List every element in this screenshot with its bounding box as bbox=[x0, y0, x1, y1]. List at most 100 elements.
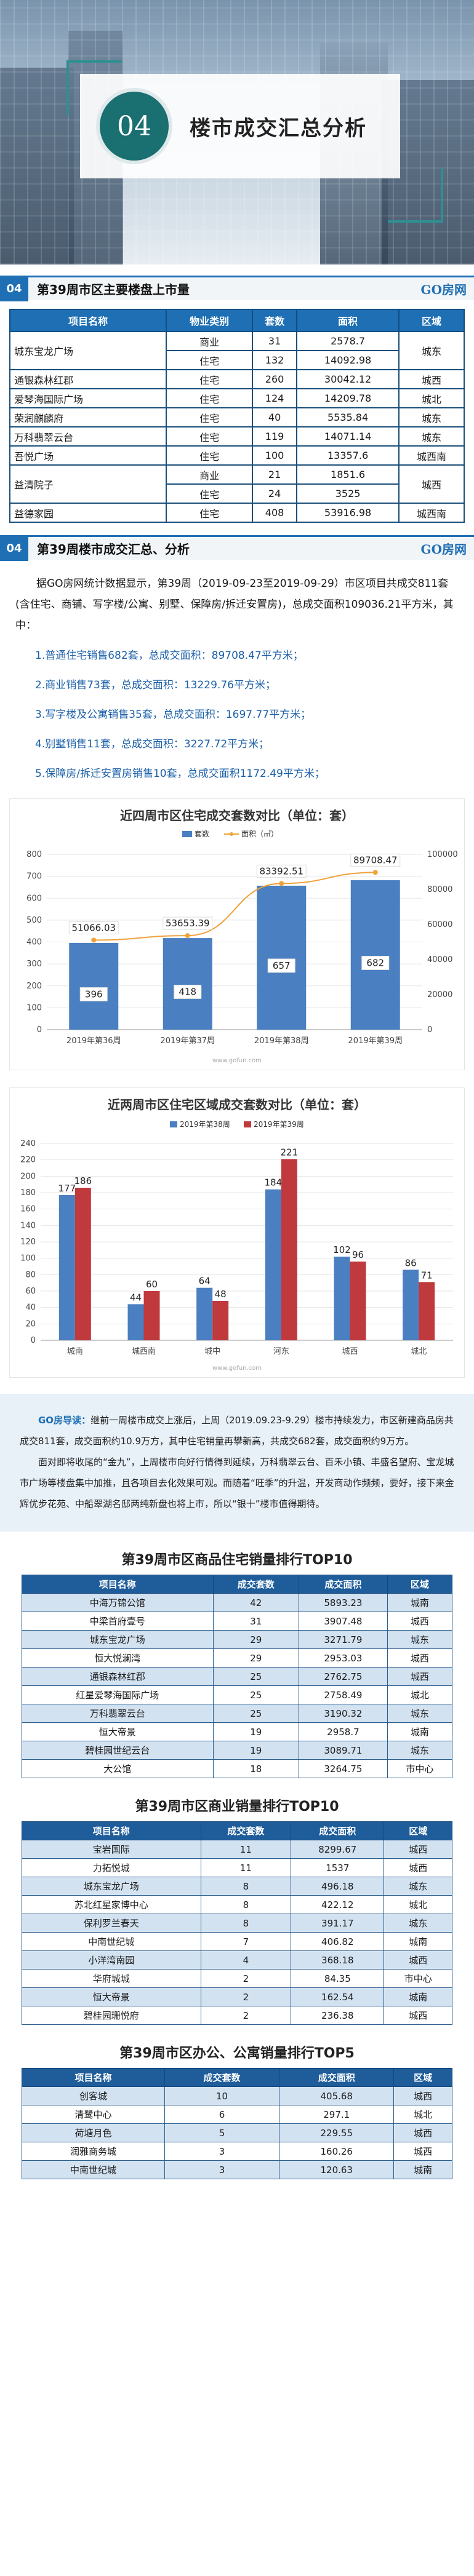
area: 1537 bbox=[291, 1858, 385, 1877]
table-row: 力拓悦城 11 1537 城西 bbox=[22, 1858, 452, 1877]
y-tick-label: 160 bbox=[20, 1205, 36, 1214]
region: 城西 bbox=[384, 1858, 452, 1877]
y-tick-label-right: 60000 bbox=[427, 920, 452, 929]
region: 城东 bbox=[384, 1877, 452, 1896]
x-tick-label: 城北 bbox=[411, 1347, 427, 1356]
corner-decoration bbox=[388, 167, 443, 223]
bar bbox=[350, 1262, 366, 1340]
section-header-summary: 04 第39周楼市成交汇总、分析 GO房网 bbox=[0, 535, 474, 561]
units: 29 bbox=[212, 1630, 299, 1649]
bar bbox=[58, 1195, 75, 1340]
table-row: 华府城城 2 84.35 市中心 bbox=[22, 1969, 452, 1988]
project-name: 华府城城 bbox=[22, 1969, 201, 1988]
area: 391.17 bbox=[291, 1914, 385, 1933]
bar-label-box bbox=[361, 956, 390, 971]
table-header: 区域 bbox=[393, 2068, 452, 2087]
table-header: 成交面积 bbox=[279, 2068, 395, 2087]
y-tick-label-left: 200 bbox=[26, 982, 42, 991]
y-tick-label-left: 500 bbox=[26, 916, 42, 925]
units: 2 bbox=[200, 2006, 292, 2025]
line-point bbox=[91, 937, 97, 943]
line-point bbox=[279, 881, 284, 886]
region: 城西 bbox=[387, 1667, 453, 1686]
region: 市中心 bbox=[384, 1969, 452, 1988]
brand-logo: GO房网 bbox=[420, 542, 467, 557]
y-tick-label-left: 0 bbox=[37, 1025, 42, 1035]
hero-title-box: 04 楼市成交汇总分析 bbox=[80, 74, 400, 178]
units: 8 bbox=[200, 1895, 292, 1914]
table-row: 中梁首府壹号 31 3907.48 城西 bbox=[22, 1612, 453, 1631]
area: 160.26 bbox=[279, 2142, 395, 2161]
region: 城南 bbox=[387, 1593, 453, 1612]
table-row: 小洋湾南园 4 368.18 城西 bbox=[22, 1950, 452, 1970]
table-row: 恒大帝景 19 2958.7 城南 bbox=[22, 1722, 453, 1741]
units: 8 bbox=[200, 1914, 292, 1933]
line-point bbox=[185, 933, 190, 939]
area: 297.1 bbox=[279, 2105, 395, 2124]
region: 城北 bbox=[387, 1685, 453, 1704]
area: 14209.78 bbox=[296, 388, 400, 408]
region: 城西南 bbox=[398, 503, 465, 523]
rank-office-title: 第39周市区办公、公寓销量排行TOP5 bbox=[119, 2046, 355, 2061]
property-type: 住宅 bbox=[166, 445, 254, 466]
units: 11 bbox=[200, 1858, 292, 1877]
y-tick-label: 200 bbox=[20, 1172, 36, 1181]
table-row: 碧桂园珊悦府 2 236.38 城西 bbox=[22, 2006, 452, 2025]
area: 405.68 bbox=[279, 2086, 395, 2105]
area: 84.35 bbox=[291, 1969, 385, 1988]
units: 4 bbox=[200, 1950, 292, 1970]
y-tick-label-right: 0 bbox=[427, 1025, 432, 1035]
project-name: 城东宝龙广场 bbox=[9, 331, 167, 370]
y-tick-label-left: 400 bbox=[26, 938, 42, 947]
region: 城南 bbox=[387, 1722, 453, 1741]
project-name: 荷塘月色 bbox=[22, 2123, 165, 2142]
chart-two-week-region: 近两周市区住宅区域成交套数对比（单位：套） 2019年第38周 2019年第39周 0… bbox=[9, 1087, 465, 1378]
y-tick-label-right: 40000 bbox=[427, 955, 452, 964]
line-data-label: 83392.51 bbox=[259, 865, 303, 877]
table-header: 成交面积 bbox=[298, 1575, 388, 1594]
table-row: 荣润麒麟府 住宅 40 5535.84 城东 bbox=[9, 407, 465, 427]
table-row: 中海万锦公馆 42 5893.23 城南 bbox=[22, 1593, 453, 1612]
table-header: 套数 bbox=[252, 309, 298, 332]
area: 13357.6 bbox=[296, 445, 400, 466]
property-type: 商业 bbox=[166, 331, 254, 351]
list-item: 2.商业销售73套，总成交面积：13229.76平方米； bbox=[35, 679, 276, 691]
chart-four-week: 近四周市区住宅成交套数对比（单位：套） 套数 面积（㎡） 0 100 200 300 400 5… bbox=[9, 798, 465, 1070]
area: 53916.98 bbox=[296, 503, 400, 523]
units: 2 bbox=[200, 1987, 292, 2006]
bar-label-box bbox=[174, 985, 202, 1000]
table-header: 成交套数 bbox=[200, 1821, 292, 1840]
y-tick-label: 120 bbox=[20, 1238, 36, 1247]
project-name: 力拓悦城 bbox=[22, 1858, 201, 1877]
bar-data-label: 48 bbox=[215, 1289, 227, 1300]
area: 30042.12 bbox=[296, 369, 400, 389]
table-row: 万科翡翠云台 25 3190.32 城东 bbox=[22, 1704, 453, 1723]
line-data-label: 89708.47 bbox=[353, 854, 398, 865]
region: 城东 bbox=[398, 331, 465, 370]
units: 100 bbox=[252, 445, 298, 466]
section-header-supply: 04 第39周市区主要楼盘上市量 GO房网 bbox=[0, 276, 474, 301]
project-name: 清鹭中心 bbox=[22, 2105, 165, 2124]
table-row: 吾悦广场 住宅 100 13357.6 城西南 bbox=[9, 445, 465, 466]
area: 3089.71 bbox=[298, 1741, 388, 1760]
property-type: 住宅 bbox=[166, 407, 254, 427]
project-name: 红星爱琴海国际广场 bbox=[22, 1685, 214, 1704]
region: 城西 bbox=[398, 464, 465, 504]
hero-banner: 04 楼市成交汇总分析 bbox=[0, 0, 474, 264]
region: 城西 bbox=[384, 1840, 452, 1859]
table-row: 通银森林红郡 住宅 260 30042.12 城西 bbox=[9, 369, 465, 389]
bar-data-label: 184 bbox=[265, 1177, 283, 1188]
bar-data-label: 60 bbox=[146, 1279, 158, 1290]
project-name: 碧桂园珊悦府 bbox=[22, 2006, 201, 2025]
project-name: 恒大帝景 bbox=[22, 1987, 201, 2006]
table-row: 润雅商务城 3 160.26 城西 bbox=[22, 2142, 452, 2161]
bar-data-label: 186 bbox=[74, 1175, 92, 1187]
region: 城东 bbox=[387, 1630, 453, 1649]
table-header: 项目名称 bbox=[22, 2068, 165, 2087]
bar bbox=[403, 1270, 419, 1340]
bar bbox=[69, 942, 119, 1030]
region: 城东 bbox=[384, 1914, 452, 1933]
y-tick-label-right: 20000 bbox=[427, 990, 452, 1000]
table-row: 住宅 132 14092.98 bbox=[10, 350, 464, 370]
